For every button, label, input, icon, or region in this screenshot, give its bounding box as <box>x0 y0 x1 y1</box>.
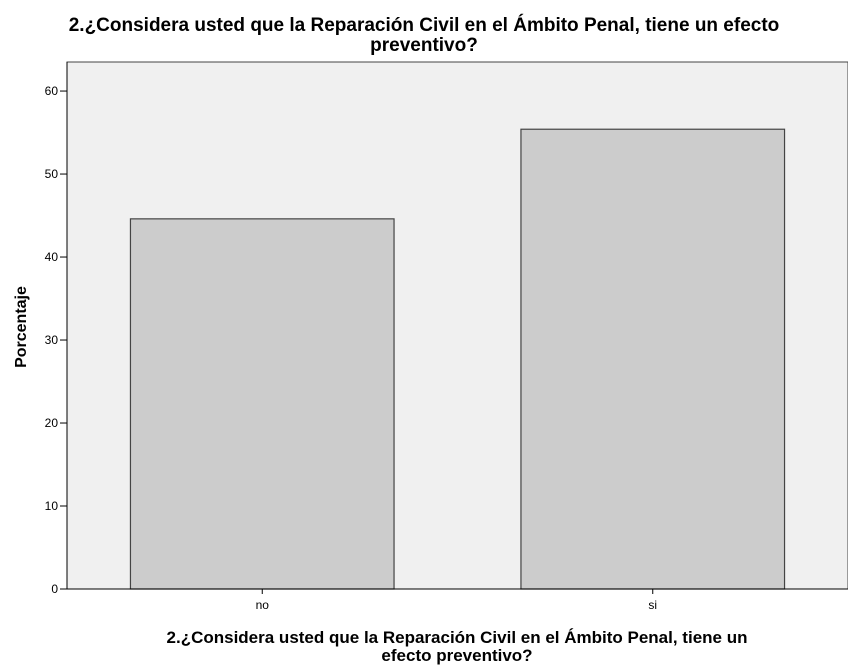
x-tick-label-si: si <box>648 598 657 612</box>
y-tick-label: 60 <box>45 84 59 98</box>
y-tick-label: 30 <box>45 333 59 347</box>
chart-title-line-2: preventivo? <box>370 35 478 56</box>
bar-no <box>129 218 395 590</box>
x-axis-label-line-2: efecto preventivo? <box>381 646 532 665</box>
chart-title-line-1: 2.¿Considera usted que la Reparación Civ… <box>69 14 780 36</box>
x-axis: no si <box>67 588 848 612</box>
bar-si <box>520 128 786 590</box>
x-axis-label-line-1: 2.¿Considera usted que la Reparación Civ… <box>167 628 748 647</box>
y-tick-label: 0 <box>51 582 58 596</box>
y-tick-label: 10 <box>45 499 59 513</box>
y-axis: 0 10 20 30 40 50 60 <box>45 62 68 596</box>
y-tick-label: 50 <box>45 167 59 181</box>
y-axis-label: Porcentaje <box>13 286 30 368</box>
y-tick-label: 20 <box>45 416 59 430</box>
y-tick-label: 40 <box>45 250 59 264</box>
bars <box>129 128 786 590</box>
x-tick-label-no: no <box>256 598 270 612</box>
